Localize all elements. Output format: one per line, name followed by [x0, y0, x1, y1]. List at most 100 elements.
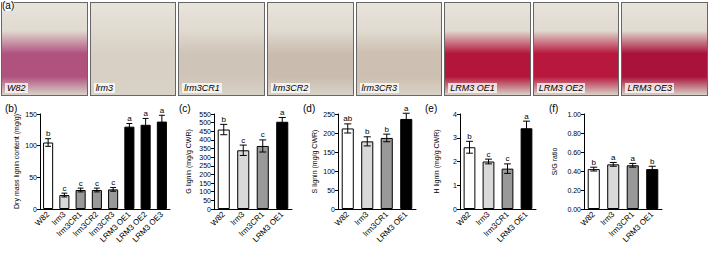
svg-text:b: b [222, 115, 227, 124]
svg-text:150: 150 [199, 180, 211, 187]
svg-text:lrm3: lrm3 [229, 209, 247, 228]
svg-text:S/G ratio: S/G ratio [551, 148, 558, 176]
svg-text:50: 50 [203, 197, 211, 204]
svg-text:LRM3 OE1: LRM3 OE1 [375, 209, 410, 244]
svg-text:ab: ab [343, 114, 352, 123]
svg-text:(f): (f) [549, 103, 558, 114]
svg-text:150: 150 [25, 111, 37, 118]
svg-text:c: c [487, 150, 491, 159]
svg-text:200: 200 [323, 130, 335, 137]
svg-text:a: a [631, 154, 636, 163]
svg-text:S lignin (mg/g CWR): S lignin (mg/g CWR) [311, 130, 319, 194]
svg-text:450: 450 [199, 128, 211, 135]
svg-text:a: a [160, 106, 165, 115]
svg-text:100: 100 [323, 168, 335, 175]
html-text:LRM3 OE1: LRM3 OE1 [450, 83, 495, 93]
svg-text:0.40: 0.40 [567, 168, 581, 175]
svg-text:LRM3 OE2: LRM3 OE2 [114, 209, 149, 245]
svg-text:100: 100 [25, 142, 37, 149]
svg-text:550: 550 [199, 111, 211, 118]
svg-text:a: a [280, 108, 285, 117]
svg-text:W82: W82 [209, 209, 227, 227]
svg-text:0: 0 [331, 206, 335, 213]
svg-text:300: 300 [199, 154, 211, 161]
svg-text:0.00: 0.00 [567, 206, 581, 213]
html-text:(a): (a) [2, 0, 15, 11]
svg-text:lrm3: lrm3 [353, 209, 371, 228]
svg-text:a: a [127, 114, 132, 123]
svg-text:W82: W82 [333, 209, 351, 227]
svg-text:(c): (c) [179, 103, 191, 114]
svg-text:50: 50 [327, 187, 335, 194]
svg-text:W82: W82 [455, 209, 473, 227]
svg-text:lrm3CR2: lrm3CR2 [71, 209, 101, 239]
svg-text:LRM3 OE1: LRM3 OE1 [251, 209, 286, 244]
svg-text:1.00: 1.00 [567, 111, 581, 118]
svg-text:lrm3CR1: lrm3CR1 [55, 209, 84, 239]
svg-text:150: 150 [323, 149, 335, 156]
svg-text:200: 200 [199, 171, 211, 178]
svg-text:a: a [143, 109, 148, 118]
svg-text:c: c [241, 136, 245, 145]
html-text:lrm3CR3: lrm3CR3 [361, 83, 397, 93]
svg-text:lrm3CR3: lrm3CR3 [87, 209, 117, 239]
html-text:W82: W82 [7, 83, 26, 93]
svg-text:3: 3 [453, 134, 457, 141]
svg-text:LRM3 OE1: LRM3 OE1 [621, 209, 656, 244]
svg-text:b: b [365, 127, 370, 136]
svg-text:LRM3 OE1: LRM3 OE1 [98, 209, 133, 245]
svg-text:0.60: 0.60 [567, 149, 581, 156]
svg-text:b: b [650, 157, 655, 166]
svg-text:a: a [524, 112, 529, 121]
html-text:lrm3: lrm3 [95, 83, 114, 93]
svg-text:W82: W82 [33, 209, 51, 227]
svg-text:a: a [611, 153, 616, 162]
svg-text:lrm3: lrm3 [599, 209, 617, 228]
svg-text:b: b [385, 125, 390, 134]
svg-text:c: c [95, 179, 99, 188]
svg-text:lrm3CR1: lrm3CR1 [482, 209, 511, 239]
svg-text:LRM3 OE3: LRM3 OE3 [131, 209, 166, 244]
svg-text:lrm3: lrm3 [474, 209, 492, 228]
svg-text:Dry mass lignin content (mg/g): Dry mass lignin content (mg/g) [13, 114, 21, 209]
svg-text:c: c [79, 179, 83, 188]
svg-text:0: 0 [453, 206, 457, 213]
svg-text:0.80: 0.80 [567, 130, 581, 137]
html-text:LRM3 OE3: LRM3 OE3 [627, 83, 672, 93]
svg-text:lrm3CR1: lrm3CR1 [237, 209, 266, 239]
svg-text:1: 1 [453, 182, 457, 189]
svg-text:500: 500 [199, 119, 211, 126]
svg-text:(b): (b) [5, 103, 17, 114]
svg-text:lrm3: lrm3 [50, 209, 68, 228]
svg-text:(e): (e) [425, 103, 437, 114]
html-text:lrm3CR1: lrm3CR1 [184, 83, 220, 93]
svg-text:G lignin (mg/g CWR): G lignin (mg/g CWR) [185, 129, 193, 194]
svg-text:b: b [592, 158, 597, 167]
svg-text:c: c [506, 154, 510, 163]
svg-text:50: 50 [29, 174, 37, 181]
svg-text:400: 400 [199, 136, 211, 143]
svg-text:H lignin (mg/g CWR): H lignin (mg/g CWR) [433, 129, 441, 193]
svg-text:250: 250 [323, 111, 335, 118]
svg-text:4: 4 [453, 111, 457, 118]
svg-text:b: b [467, 132, 472, 141]
svg-text:LRM3 OE1: LRM3 OE1 [495, 209, 530, 244]
svg-text:lrm3CR1: lrm3CR1 [607, 209, 636, 239]
svg-text:W82: W82 [579, 209, 597, 227]
html-text:LRM3 OE2: LRM3 OE2 [538, 83, 584, 93]
svg-text:b: b [46, 129, 51, 138]
svg-text:0.20: 0.20 [567, 187, 581, 194]
svg-text:0: 0 [207, 206, 211, 213]
html-text:lrm3CR2: lrm3CR2 [272, 83, 309, 93]
svg-text:0: 0 [33, 206, 37, 213]
svg-text:250: 250 [199, 162, 211, 169]
svg-text:c: c [111, 178, 115, 187]
svg-text:c: c [62, 184, 66, 193]
svg-text:c: c [261, 130, 265, 139]
svg-text:a: a [404, 104, 409, 113]
svg-text:(d): (d) [303, 103, 315, 114]
svg-text:100: 100 [199, 188, 211, 195]
svg-text:350: 350 [199, 145, 211, 152]
svg-text:lrm3CR1: lrm3CR1 [361, 209, 390, 239]
svg-text:2: 2 [453, 158, 457, 165]
